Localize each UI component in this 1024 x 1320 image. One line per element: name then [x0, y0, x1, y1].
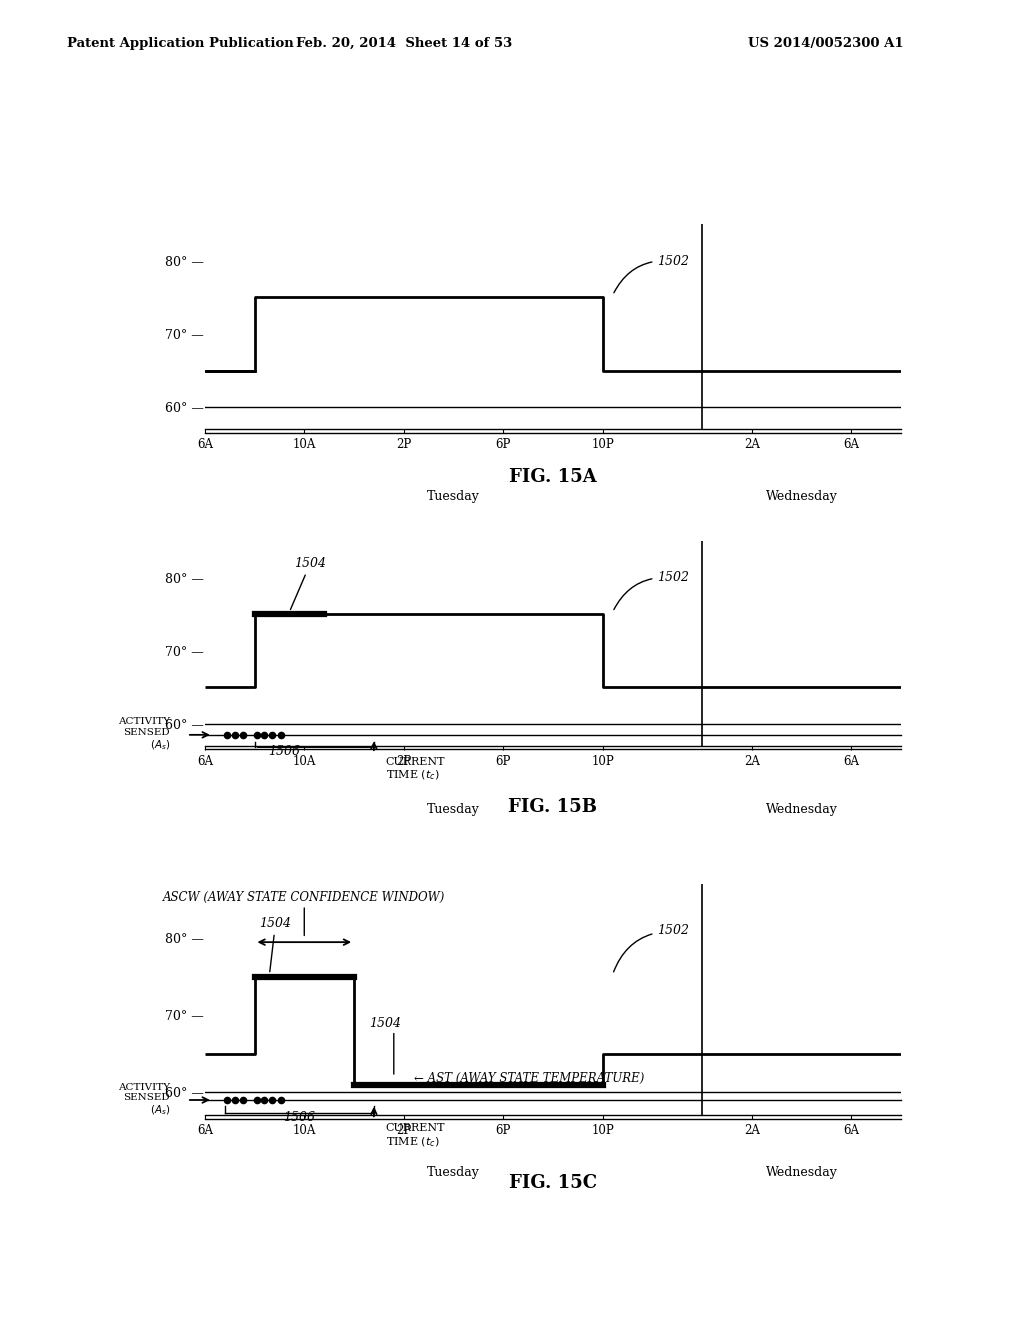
Text: ACTIVITY
SENSED
$(A_s)$: ACTIVITY SENSED $(A_s)$ [118, 1082, 170, 1118]
Text: Feb. 20, 2014  Sheet 14 of 53: Feb. 20, 2014 Sheet 14 of 53 [296, 37, 513, 50]
Text: US 2014/0052300 A1: US 2014/0052300 A1 [748, 37, 903, 50]
Text: CURRENT
TIME $(t_c)$: CURRENT TIME $(t_c)$ [386, 756, 445, 783]
Text: FIG. 15C: FIG. 15C [509, 1173, 597, 1192]
Text: 1502: 1502 [613, 924, 689, 972]
Text: 1502: 1502 [613, 572, 689, 610]
Text: Wednesday: Wednesday [766, 1167, 838, 1179]
Text: Tuesday: Tuesday [427, 1167, 480, 1179]
Text: 1502: 1502 [613, 255, 689, 293]
Text: ASCW (AWAY STATE CONFIDENCE WINDOW): ASCW (AWAY STATE CONFIDENCE WINDOW) [163, 891, 445, 904]
Text: ACTIVITY
SENSED
$(A_s)$: ACTIVITY SENSED $(A_s)$ [118, 717, 170, 752]
Text: CURRENT
TIME $(t_c)$: CURRENT TIME $(t_c)$ [386, 1123, 445, 1148]
Text: Tuesday: Tuesday [427, 490, 480, 503]
Text: 1506: 1506 [268, 744, 300, 758]
Text: 1504: 1504 [291, 557, 327, 610]
Text: FIG. 15B: FIG. 15B [509, 797, 597, 816]
Text: Wednesday: Wednesday [766, 803, 838, 816]
Text: 1504: 1504 [369, 1016, 401, 1030]
Text: Wednesday: Wednesday [766, 490, 838, 503]
Text: ← AST (AWAY STATE TEMPERATURE): ← AST (AWAY STATE TEMPERATURE) [414, 1072, 644, 1085]
Text: 1504: 1504 [259, 917, 292, 972]
Text: FIG. 15A: FIG. 15A [509, 467, 597, 486]
Text: Tuesday: Tuesday [427, 803, 480, 816]
Text: 1506: 1506 [284, 1111, 315, 1123]
Text: Patent Application Publication: Patent Application Publication [67, 37, 293, 50]
